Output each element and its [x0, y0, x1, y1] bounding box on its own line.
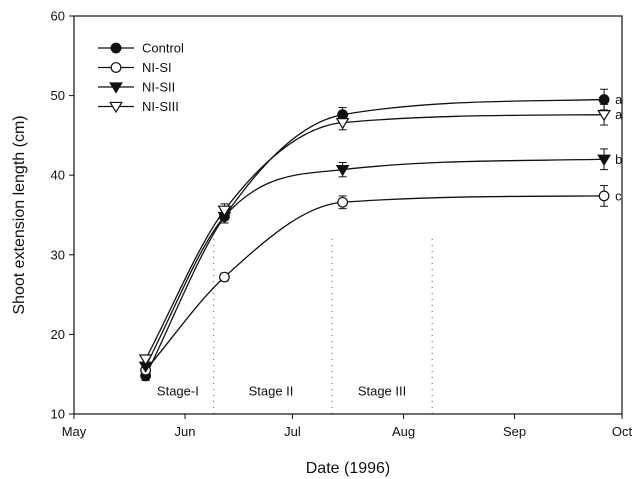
y-tick-label: 50 — [51, 88, 65, 103]
significance-label-ni-siii: a — [615, 107, 623, 122]
x-tick-label-jul: Jul — [284, 424, 301, 439]
x-tick-label-aug: Aug — [392, 424, 415, 439]
stage-labels: Stage-I Stage II Stage III — [157, 384, 406, 399]
legend-label-ni-sii: NI-SII — [142, 80, 175, 95]
y-tick-label: 10 — [51, 407, 65, 422]
stage-label-3: Stage III — [358, 384, 406, 399]
legend-label-control: Control — [142, 41, 184, 56]
series-line-ni-si — [145, 195, 605, 371]
y-tick-label: 40 — [51, 168, 65, 183]
x-tick-label-jun: Jun — [175, 424, 196, 439]
significance-label-ni-si: c — [615, 188, 622, 203]
data-point-control — [598, 94, 610, 105]
y-tick-label: 30 — [51, 247, 65, 262]
x-tick-label-sep: Sep — [503, 424, 526, 439]
data-point-ni-si — [219, 271, 230, 283]
legend-marker-control — [110, 42, 122, 54]
y-tick-label: 20 — [51, 327, 65, 342]
x-tick-label-oct: Oct — [612, 424, 633, 439]
significance-labels: a c b a — [615, 92, 623, 203]
significance-label-ni-sii: b — [615, 152, 622, 167]
data-point-ni-siii — [217, 205, 232, 217]
y-axis: 10 20 30 40 50 60 — [51, 9, 74, 422]
legend-marker-ni-sii — [109, 82, 123, 94]
y-tick-label: 60 — [51, 9, 65, 24]
data-point-ni-sii — [335, 164, 350, 177]
legend: Control NI-SI NI-SII NI-SIII — [98, 41, 184, 114]
legend-marker-ni-si — [110, 62, 122, 73]
series-line-control — [145, 98, 605, 377]
x-axis-title: Date (1996) — [306, 460, 391, 477]
legend-label-ni-siii: NI-SIII — [142, 99, 179, 114]
data-point-ni-si — [598, 190, 610, 202]
data-point-ni-sii — [597, 154, 611, 166]
data-markers — [138, 94, 611, 382]
data-point-ni-si — [337, 196, 349, 208]
plot-frame — [73, 15, 623, 415]
data-point-ni-siii — [597, 110, 611, 122]
data-point-ni-siii — [138, 354, 153, 366]
x-tick-label-may: May — [62, 424, 87, 439]
series-line-ni-siii — [145, 114, 605, 360]
legend-label-ni-si: NI-SI — [142, 60, 172, 75]
stage-label-2: Stage II — [249, 384, 294, 399]
data-point-ni-siii — [335, 118, 350, 130]
significance-label-control: a — [615, 92, 623, 107]
series-curves — [145, 98, 605, 377]
stage-label-1: Stage-I — [157, 384, 199, 399]
legend-marker-ni-siii — [109, 101, 123, 114]
y-axis-title: Shoot extension length (cm) — [11, 115, 28, 314]
x-axis: May Jun Jul Aug Sep Oct — [62, 414, 633, 439]
series-line-ni-sii — [145, 158, 605, 367]
